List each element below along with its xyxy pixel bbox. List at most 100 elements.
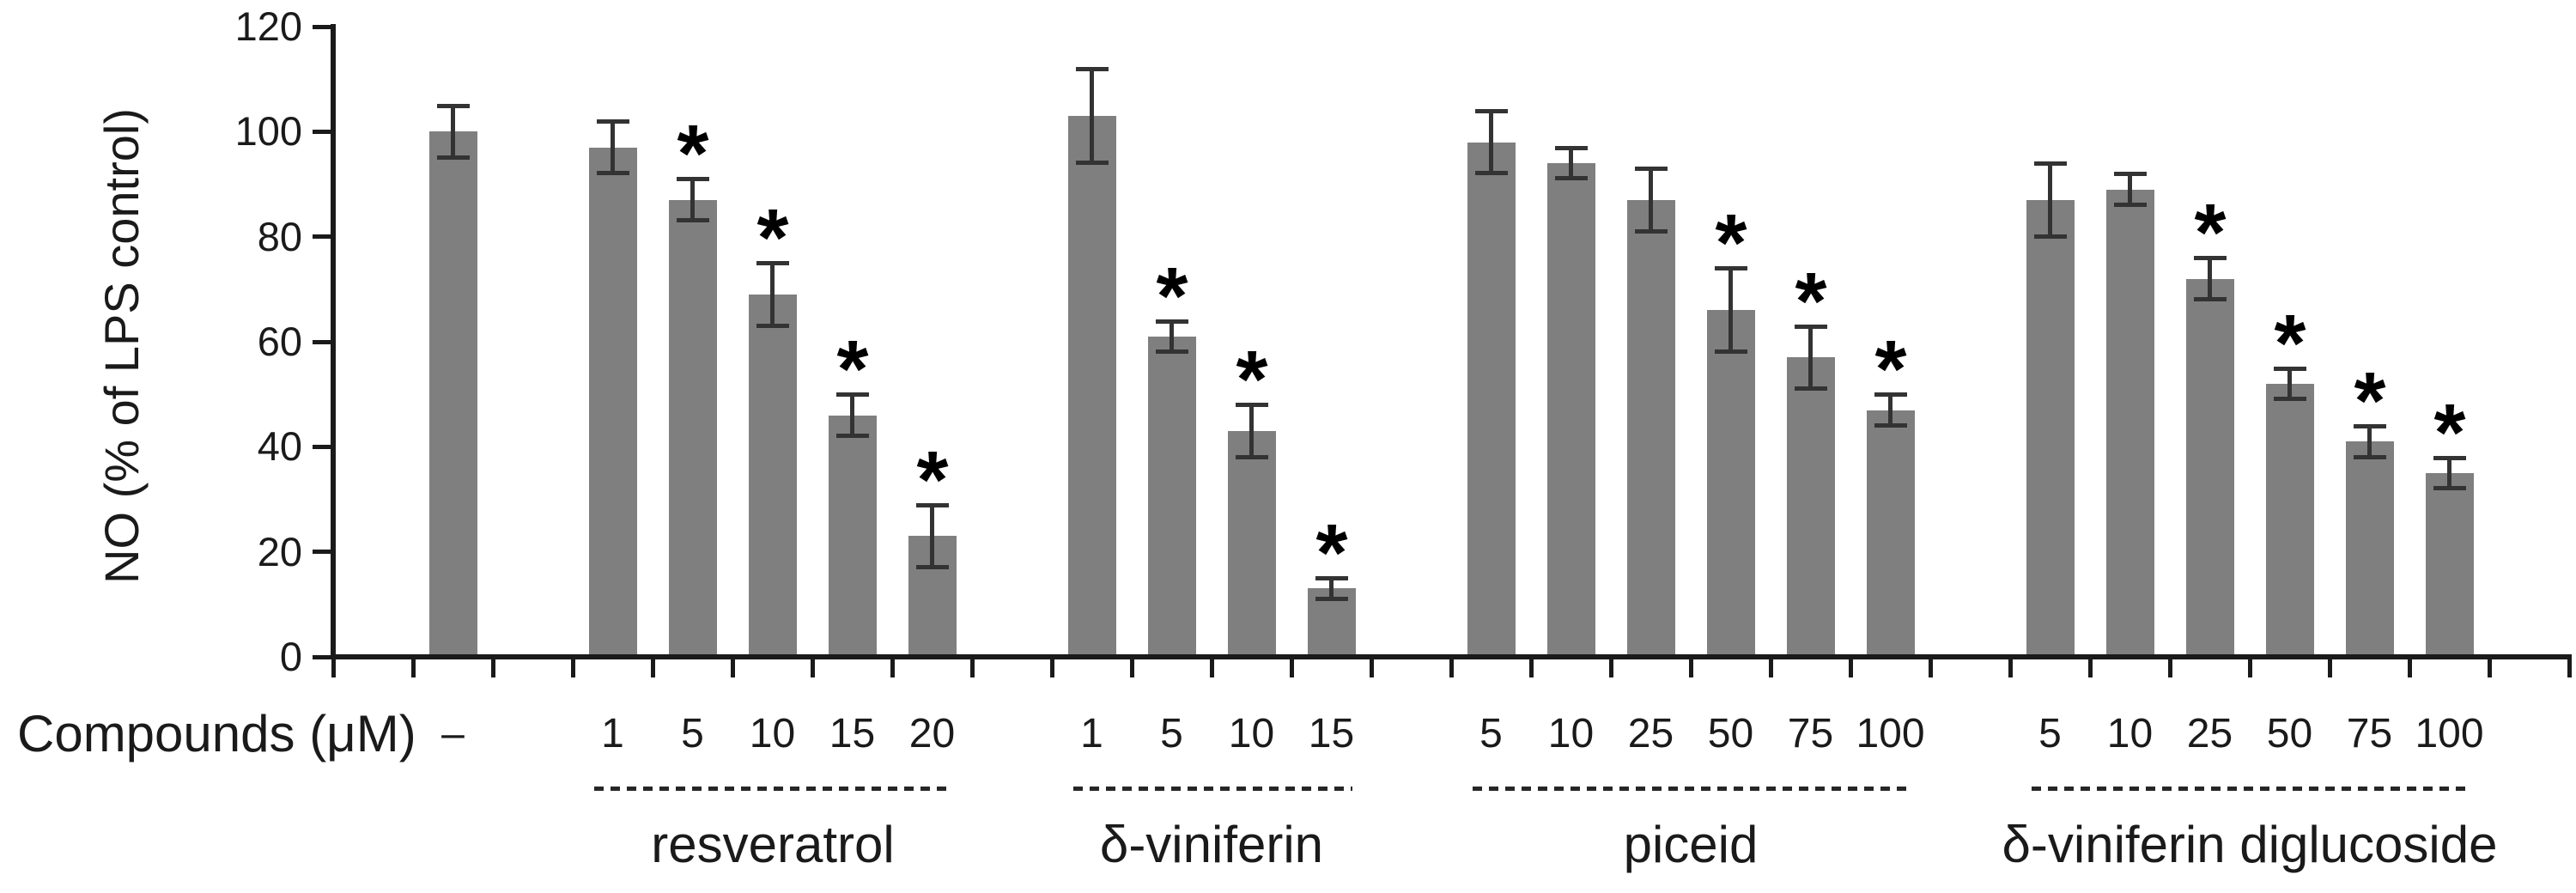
y-axis-tick-label: 0 — [279, 634, 302, 679]
error-bar-line — [451, 106, 455, 158]
bar — [749, 295, 797, 655]
concentration-label: 75 — [2346, 711, 2393, 756]
error-bar-cap-top — [2114, 172, 2147, 176]
error-bar-cap-bottom — [2114, 203, 2147, 207]
concentration-label: 5 — [681, 711, 704, 756]
x-axis-tick — [1849, 657, 1853, 677]
concentration-label: 25 — [1627, 711, 1674, 756]
error-bar-line — [1888, 394, 1893, 426]
error-bar-cap-bottom — [1475, 171, 1508, 175]
x-axis-tick — [2328, 657, 2332, 677]
error-bar-cap-top — [1475, 109, 1508, 113]
x-axis-tick — [2488, 657, 2492, 677]
error-bar-line — [2447, 458, 2451, 489]
x-axis-tick — [1210, 657, 1214, 677]
error-bar-cap-top — [1156, 319, 1188, 324]
x-axis-tick — [970, 657, 975, 677]
error-bar-cap-bottom — [1555, 176, 1588, 180]
error-bar-line — [1329, 578, 1334, 598]
x-axis-tick — [571, 657, 575, 677]
concentration-label: – — [441, 711, 465, 756]
error-bar-cap-bottom — [1635, 229, 1668, 234]
concentration-label: 1 — [601, 711, 624, 756]
x-axis-tick — [2088, 657, 2093, 677]
error-bar-cap-top — [1076, 67, 1109, 71]
error-bar-line — [1808, 326, 1813, 389]
bar — [1547, 163, 1595, 655]
significance-asterisk: * — [916, 434, 949, 525]
y-axis-tick-label: 100 — [234, 108, 302, 154]
bar — [1467, 143, 1516, 655]
error-bar-cap-top — [2433, 456, 2466, 460]
x-axis-tick — [1050, 657, 1054, 677]
error-bar-line — [1170, 321, 1174, 353]
x-axis-tick — [731, 657, 735, 677]
x-axis-tick — [1769, 657, 1773, 677]
x-axis-tick — [651, 657, 655, 677]
significance-asterisk: * — [1874, 324, 1907, 415]
error-bar-cap-bottom — [2354, 455, 2386, 459]
significance-asterisk: * — [1795, 256, 1827, 347]
bar — [1707, 310, 1755, 655]
x-axis-tick — [1529, 657, 1534, 677]
error-bar-line — [770, 263, 775, 325]
bar — [669, 200, 717, 655]
significance-asterisk: * — [2274, 298, 2306, 389]
error-bar-cap-top — [2274, 367, 2306, 371]
bar — [2346, 441, 2394, 655]
significance-asterisk: * — [836, 324, 869, 415]
x-axis-tick — [491, 657, 495, 677]
x-axis-tick — [2248, 657, 2252, 677]
bar — [1068, 116, 1116, 655]
concentration-label: 15 — [1308, 711, 1355, 756]
error-bar-cap-top — [1635, 167, 1668, 171]
significance-asterisk: * — [1236, 334, 1268, 425]
bar — [589, 148, 637, 655]
x-axis-tick — [2567, 657, 2572, 677]
concentration-label: 5 — [2038, 711, 2062, 756]
error-bar-line — [2048, 163, 2052, 237]
y-axis-tick — [313, 130, 333, 134]
bar — [2266, 384, 2314, 655]
x-axis-tick — [1370, 657, 1374, 677]
error-bar-cap-top — [1315, 576, 1348, 580]
y-axis-tick — [313, 655, 333, 659]
significance-asterisk: * — [756, 192, 789, 283]
x-axis-tick — [1290, 657, 1294, 677]
error-bar-cap-top — [836, 392, 869, 397]
x-axis-tick — [331, 657, 336, 677]
error-bar-cap-top — [1874, 392, 1907, 397]
error-bar-cap-top — [2034, 161, 2067, 166]
bar — [2186, 279, 2234, 655]
significance-asterisk: * — [2354, 355, 2386, 446]
error-bar-cap-bottom — [1874, 423, 1907, 428]
x-axis-tick — [890, 657, 895, 677]
error-bar-cap-bottom — [756, 324, 789, 328]
group-underline-dashed — [2032, 787, 2470, 791]
x-axis-tick — [1449, 657, 1454, 677]
x-axis-tick — [1689, 657, 1693, 677]
error-bar-cap-bottom — [916, 565, 949, 569]
x-axis-tick — [1609, 657, 1613, 677]
error-bar-cap-bottom — [597, 171, 629, 175]
error-bar-line — [611, 121, 615, 173]
error-bar-cap-bottom — [2274, 397, 2306, 401]
concentration-label: 50 — [1707, 711, 1754, 756]
error-bar-line — [850, 394, 854, 436]
error-bar-cap-top — [2354, 424, 2386, 428]
x-axis-tick — [2168, 657, 2172, 677]
error-bar-line — [930, 505, 934, 568]
error-bar-cap-bottom — [1315, 597, 1348, 601]
group-underline-dashed — [1473, 787, 1911, 791]
significance-asterisk: * — [1715, 197, 1747, 289]
y-axis-tick — [313, 550, 333, 554]
error-bar-line — [1090, 69, 1094, 163]
concentration-label: 5 — [1479, 711, 1503, 756]
error-bar-line — [1249, 404, 1254, 457]
y-axis-tick — [313, 340, 333, 344]
x-axis-tick — [811, 657, 815, 677]
bar — [1867, 410, 1915, 655]
significance-asterisk: * — [1156, 251, 1188, 342]
bar — [829, 416, 877, 655]
error-bar-line — [1728, 268, 1733, 352]
